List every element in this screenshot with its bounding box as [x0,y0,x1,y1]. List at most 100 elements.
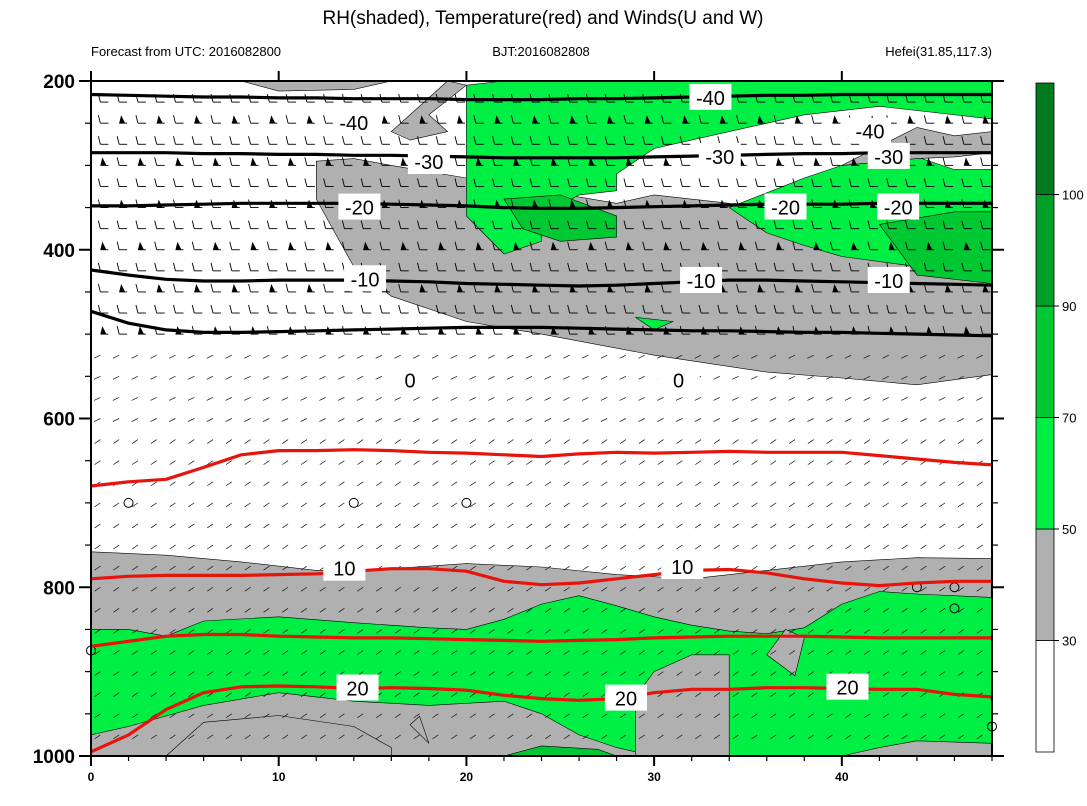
wind-barb [732,671,739,676]
wind-barb-tick [717,304,721,314]
wind-barb-tick [510,178,514,187]
wind-barb-tick [323,283,327,293]
wind-barb [300,460,308,465]
wind-barb-tick [360,136,364,145]
wind-barb-flag [625,241,632,250]
wind-barb-flag [513,241,520,250]
wind-barb [507,565,514,571]
wind-barb-tick [135,178,139,187]
wind-barb [563,418,570,422]
wind-barb [582,481,589,487]
wind-barb [300,608,308,613]
wind-barb-tick [116,241,120,250]
wind-barb [375,586,383,592]
wind-barb-tick [454,241,458,250]
wind-barb [319,502,326,508]
wind-barb [319,608,326,613]
wind-barb [601,565,608,571]
wind-barb-flag [757,283,764,292]
wind-barb-tick [116,262,120,271]
wind-barb [113,586,120,592]
wind-barb [713,418,720,422]
wind-barb [751,586,758,592]
x-tick-label: 10 [272,770,286,784]
wind-barb [113,671,120,676]
wind-barb [488,397,495,401]
wind-barb [206,397,214,401]
wind-barb [375,608,383,613]
wind-barb [169,650,176,655]
wind-barb [901,629,908,634]
wind-barb [882,502,889,508]
colorbar-label: 50 [1062,522,1076,537]
wind-barb [788,502,796,508]
wind-barb-flag [194,115,201,124]
wind-barb-tick [417,304,420,314]
wind-barb [770,439,777,444]
wind-barb-tick [266,262,270,271]
wind-barb-flag [175,157,182,166]
wind-barb-tick [923,136,927,145]
wind-barb [413,629,420,634]
wind-barb-tick [905,220,908,229]
wind-barb-tick [229,304,233,314]
wind-barb [225,671,232,676]
wind-barb [319,523,326,529]
wind-barb-tick [510,115,514,124]
wind-barb [882,354,889,359]
wind-barb [488,354,495,359]
wind-barb-tick [604,136,608,145]
wind-barb [657,502,664,508]
wind-barb [601,734,608,740]
wind-barb [901,692,908,697]
wind-barb-tick [360,220,364,229]
wind-barb-tick [116,220,120,229]
wind-barb-flag [194,283,201,292]
wind-barb [225,692,232,697]
wind-barb [582,650,589,655]
wind-barb-flag [607,199,614,208]
wind-barb-flag [288,241,295,250]
wind-barb [976,671,983,676]
wind-barb [526,481,533,487]
wind-barb-tick [304,304,308,314]
wind-barb [188,502,195,508]
wind-barb-tick [961,220,965,229]
wind-barb [488,460,495,465]
wind-barb-flag [457,115,464,124]
wind-barb-tick [379,241,383,250]
wind-barb-tick [905,178,908,187]
wind-barb [770,586,777,592]
wind-barb-tick [266,304,270,314]
wind-barb [244,523,251,529]
wind-barb [394,439,401,444]
wind-barb [225,460,232,465]
wind-barb [732,692,739,697]
wind-barb-tick [360,304,364,314]
wind-barb-tick [323,262,327,271]
wind-barb [864,650,871,655]
wind-barb-flag [907,115,914,124]
wind-barb [244,650,251,655]
wind-barb [676,608,683,613]
isotherm-label-box [604,684,647,711]
wind-barb [375,439,383,444]
wind-barb [225,734,232,740]
wind-barb-tick [830,178,833,187]
wind-barb-tick [97,178,101,187]
wind-barb [451,481,458,487]
wind-barb [807,397,814,401]
wind-barb [394,713,401,719]
wind-barb-flag [457,283,464,292]
wind-barb-flag [851,157,858,166]
wind-barb [282,629,289,634]
wind-barb [469,397,476,401]
wind-barb [864,460,871,465]
wind-barb [544,692,552,697]
wind-barb [337,375,345,380]
wind-barb [282,692,289,697]
wind-barb [920,629,927,634]
wind-barb [394,397,401,401]
wind-barb [526,734,533,740]
wind-barb [957,397,964,401]
